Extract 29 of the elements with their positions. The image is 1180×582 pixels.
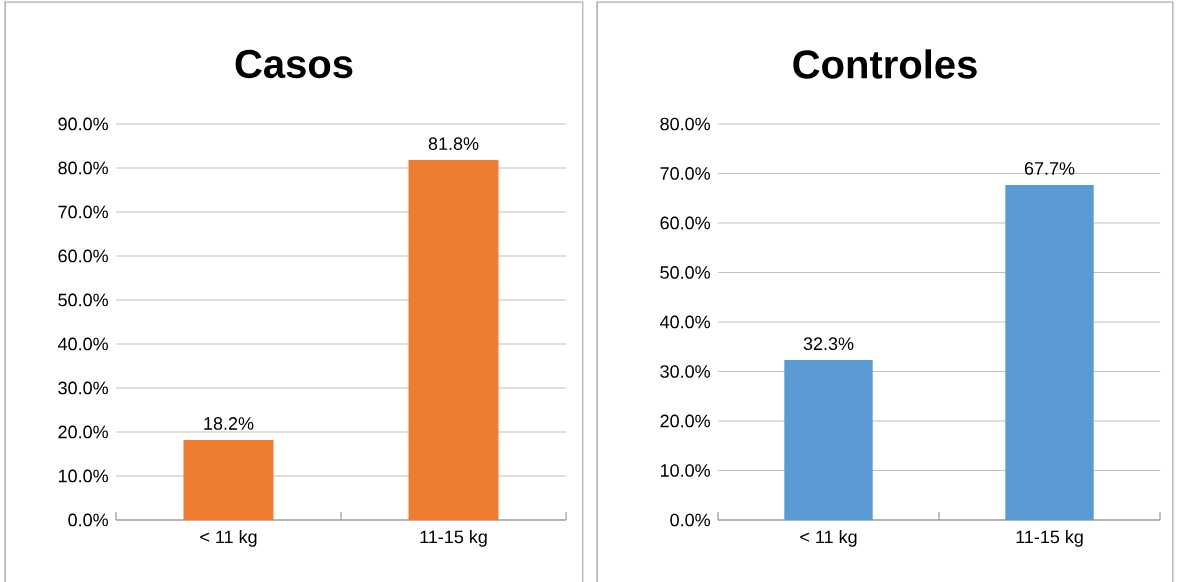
y-tick-label: 20.0% <box>58 425 108 439</box>
y-tick-label: 70.0% <box>660 167 710 180</box>
data-label: 32.3% <box>803 337 854 351</box>
y-tick-label: 0.0% <box>670 513 710 527</box>
y-tick-label: 90.0% <box>58 117 108 131</box>
data-label: 67.7% <box>1024 162 1075 175</box>
y-tick-label: 50.0% <box>660 266 710 279</box>
y-tick-label: 40.0% <box>660 315 710 329</box>
y-tick-label: 60.0% <box>58 249 108 263</box>
y-tick-label: 20.0% <box>660 414 710 428</box>
y-tick-label: 70.0% <box>58 205 108 219</box>
y-tick-label: 10.0% <box>58 469 108 483</box>
chart-title: Casos <box>235 49 353 79</box>
y-tick-label: 30.0% <box>58 381 108 395</box>
x-tick-label: < 11 kg <box>800 530 857 547</box>
y-tick-label: 0.0% <box>68 513 108 527</box>
x-tick-label: 11-15 kg <box>1016 530 1083 547</box>
chart-title: Controles <box>793 49 977 79</box>
x-tick-label: 11-15 kg <box>420 530 487 547</box>
y-tick-label: 30.0% <box>660 365 710 378</box>
y-tick-label: 60.0% <box>660 216 710 230</box>
y-tick-label: 40.0% <box>58 337 108 351</box>
y-tick-label: 80.0% <box>58 161 108 175</box>
data-label: 18.2% <box>204 417 254 430</box>
data-label: 81.8% <box>428 137 479 151</box>
y-tick-label: 80.0% <box>660 117 710 131</box>
x-tick-label: < 11 kg <box>200 530 257 547</box>
y-tick-label: 50.0% <box>58 293 108 307</box>
y-tick-label: 10.0% <box>660 464 710 477</box>
